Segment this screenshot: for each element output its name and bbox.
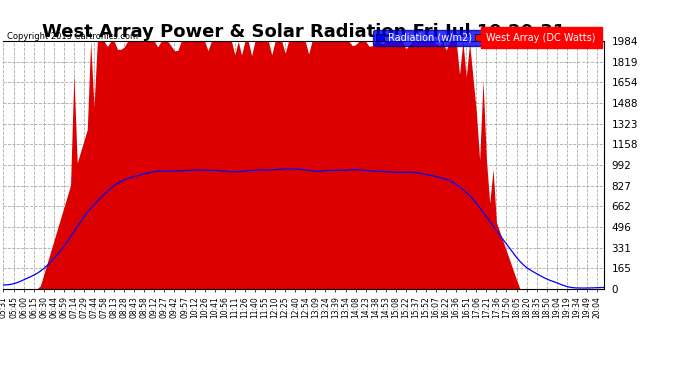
Title: West Array Power & Solar Radiation Fri Jul 19 20:31: West Array Power & Solar Radiation Fri J… — [42, 23, 565, 41]
Text: Copyright 2013 Cartronics.com: Copyright 2013 Cartronics.com — [7, 32, 138, 41]
Legend: Radiation (w/m2), West Array (DC Watts): Radiation (w/m2), West Array (DC Watts) — [373, 30, 599, 46]
